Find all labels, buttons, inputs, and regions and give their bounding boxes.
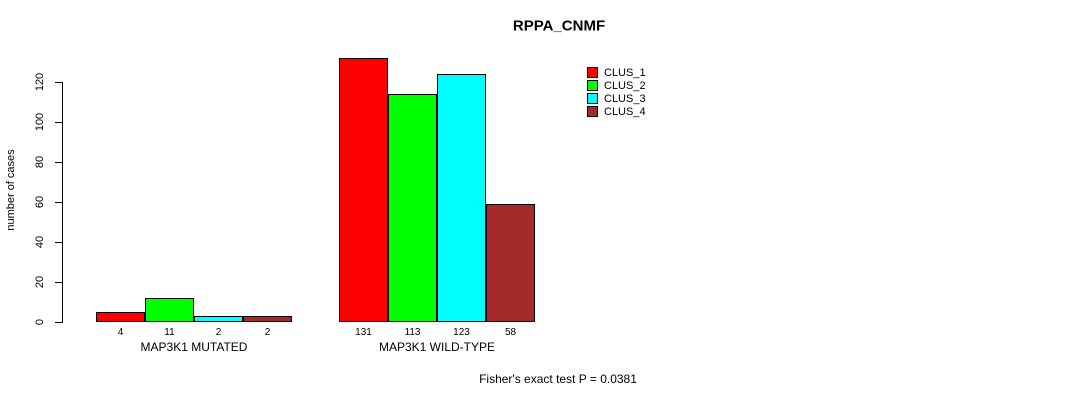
bar-clus_4-1 (243, 316, 292, 322)
footer-annotation: Fisher's exact test P = 0.0381 (479, 372, 637, 386)
y-tick-mark (55, 162, 62, 163)
y-tick-mark (55, 282, 62, 283)
x-axis-group-label: MAP3K1 MUTATED (140, 340, 248, 354)
legend-swatch-icon (587, 67, 598, 78)
bar-value-label: 4 (117, 327, 124, 338)
bar-value-label: 113 (404, 327, 421, 338)
y-tick-label: 100 (34, 112, 46, 132)
x-axis-group-label: MAP3K1 WILD-TYPE (378, 340, 496, 354)
y-tick-mark (55, 122, 62, 123)
bar-value-label: 11 (164, 327, 175, 338)
legend-label: CLUS_4 (604, 105, 646, 118)
legend-row-clus_4: CLUS_4 (587, 105, 646, 118)
y-tick-label: 0 (34, 318, 46, 326)
legend-swatch-icon (587, 106, 598, 117)
legend: CLUS_1 CLUS_2 CLUS_3 CLUS_4 (587, 66, 646, 118)
y-tick-label: 80 (34, 155, 46, 169)
bar-clus_4-2 (486, 204, 535, 322)
y-axis-line (62, 82, 63, 323)
y-tick-mark (55, 202, 62, 203)
legend-label: CLUS_2 (604, 79, 646, 92)
bar-clus_3-2 (437, 74, 486, 322)
bar-value-label: 2 (215, 327, 222, 338)
bar-clus_1-1 (96, 312, 145, 322)
bar-value-label: 2 (264, 327, 271, 338)
bar-value-label: 131 (355, 327, 372, 338)
legend-row-clus_3: CLUS_3 (587, 92, 646, 105)
legend-row-clus_1: CLUS_1 (587, 66, 646, 79)
bar-value-label: 58 (504, 327, 517, 338)
legend-swatch-icon (587, 93, 598, 104)
y-tick-label: 20 (34, 275, 46, 289)
legend-label: CLUS_3 (604, 92, 646, 105)
y-tick-mark (55, 322, 62, 323)
legend-row-clus_2: CLUS_2 (587, 79, 646, 92)
y-tick-label: 120 (34, 72, 46, 92)
legend-swatch-icon (587, 80, 598, 91)
bar-clus_2-2 (388, 94, 437, 322)
bar-clus_3-1 (194, 316, 243, 322)
bar-value-label: 123 (453, 327, 470, 338)
y-axis-title: number of cases (5, 149, 17, 231)
bar-clus_2-1 (145, 298, 194, 322)
y-tick-label: 40 (34, 235, 46, 249)
y-tick-label: 60 (34, 195, 46, 209)
y-tick-mark (55, 242, 62, 243)
chart-title: RPPA_CNMF (512, 17, 606, 35)
legend-label: CLUS_1 (604, 66, 646, 79)
bar-clus_1-2 (339, 58, 388, 322)
y-tick-mark (55, 82, 62, 83)
